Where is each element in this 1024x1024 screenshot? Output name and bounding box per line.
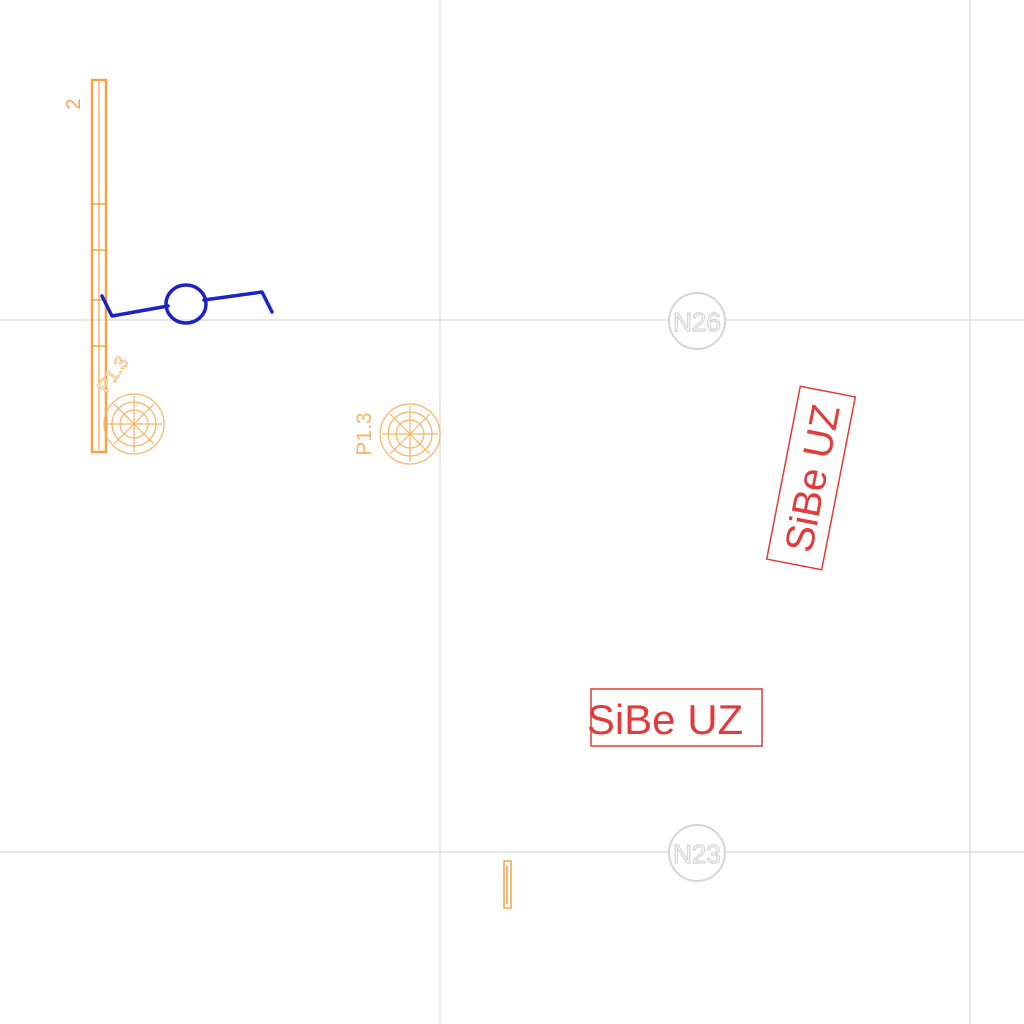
grid-bubble-label: N26 [673, 307, 721, 337]
annotation-horizontal[interactable]: SiBe UZ [587, 688, 763, 747]
pile-label-left: P1.3 [94, 353, 134, 397]
pile-symbol-middle[interactable] [379, 403, 441, 465]
annotation-rotated-text: SiBe UZ [777, 401, 849, 556]
pile-symbol-left[interactable] [103, 393, 165, 455]
wall-label: 2 [63, 98, 85, 109]
grid-bubble-n23[interactable]: N23 [668, 824, 726, 882]
annotation-rotated[interactable]: SiBe UZ [765, 385, 857, 571]
pipe-symbol[interactable] [100, 283, 274, 325]
grid-bubble-label: N23 [673, 839, 721, 869]
pile-label-middle: P1.3 [353, 412, 376, 455]
small-post-element[interactable] [503, 860, 512, 909]
wall-element[interactable] [90, 78, 108, 454]
annotation-horizontal-text: SiBe UZ [587, 696, 743, 743]
grid-bubble-n26[interactable]: N26 [668, 292, 726, 350]
